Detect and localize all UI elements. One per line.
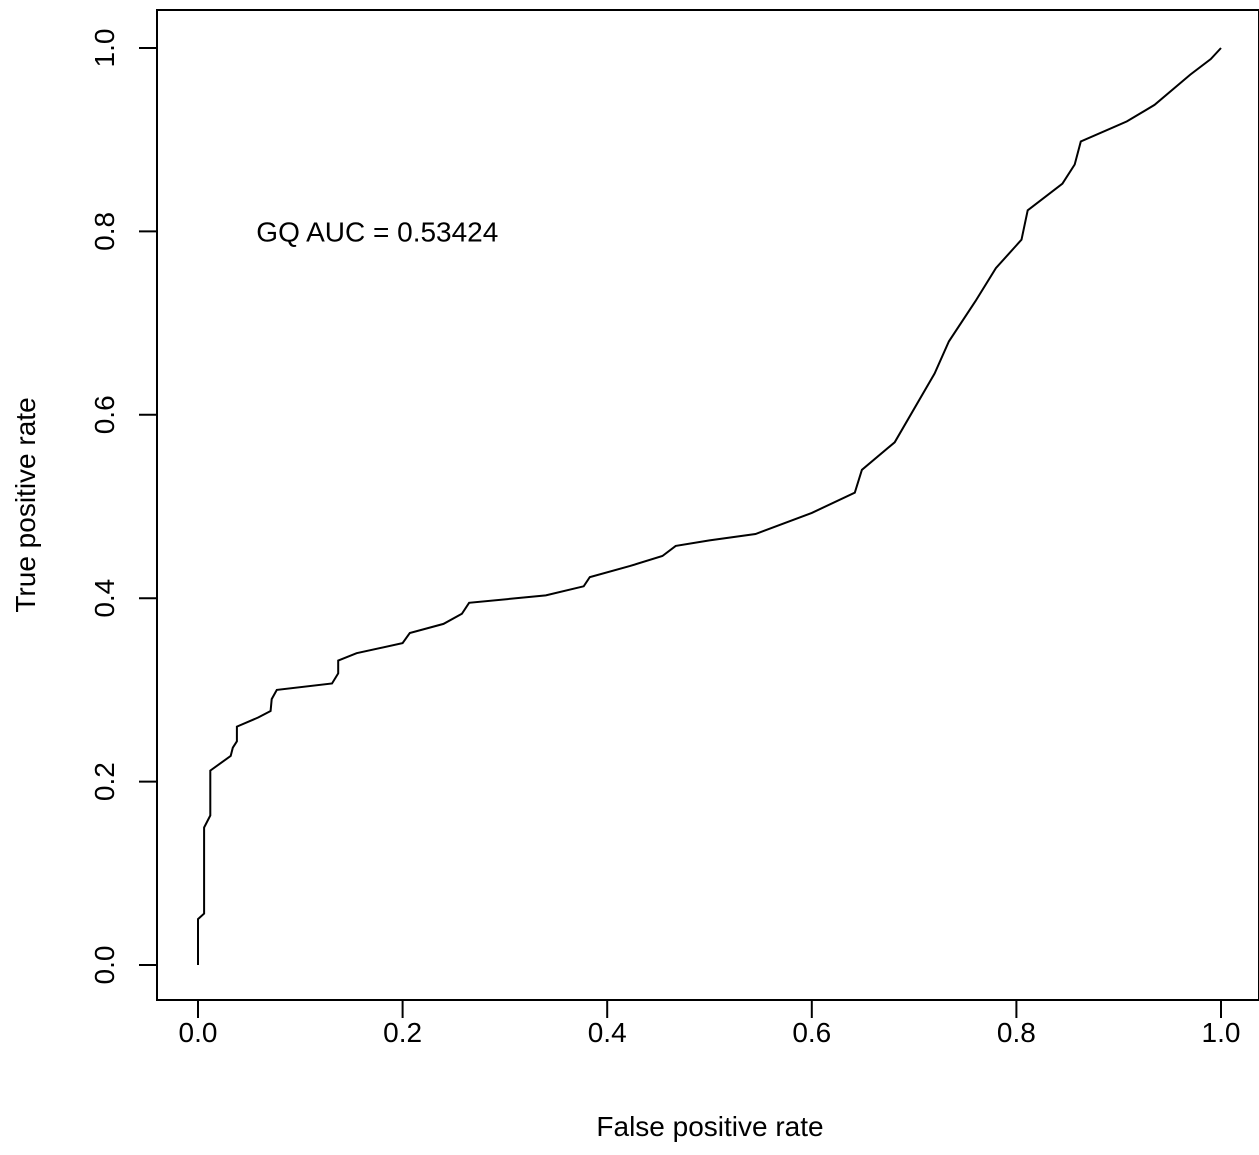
auc-annotation: GQ AUC = 0.53424 <box>256 216 498 247</box>
x-tick-label: 0.4 <box>588 1017 627 1048</box>
roc-curve-line <box>197 47 1222 965</box>
y-tick-label: 0.0 <box>89 946 120 985</box>
y-axis-title: True positive rate <box>10 397 41 612</box>
y-tick-label: 0.4 <box>89 579 120 618</box>
x-axis-title: False positive rate <box>596 1111 823 1142</box>
y-tick-label: 0.8 <box>89 212 120 251</box>
x-tick-label: 0.0 <box>179 1017 218 1048</box>
x-tick-label: 0.8 <box>997 1017 1036 1048</box>
y-axis: 0.0 0.2 0.4 0.6 0.8 1.0 <box>89 29 158 985</box>
x-axis: 0.0 0.2 0.4 0.6 0.8 1.0 <box>179 999 1241 1048</box>
plot-frame <box>156 9 1259 1001</box>
y-tick-label: 0.2 <box>89 762 120 801</box>
x-tick-label: 1.0 <box>1202 1017 1241 1048</box>
x-tick-label: 0.2 <box>383 1017 422 1048</box>
y-tick-label: 1.0 <box>89 29 120 68</box>
x-tick-label: 0.6 <box>792 1017 831 1048</box>
y-tick-label: 0.6 <box>89 395 120 434</box>
